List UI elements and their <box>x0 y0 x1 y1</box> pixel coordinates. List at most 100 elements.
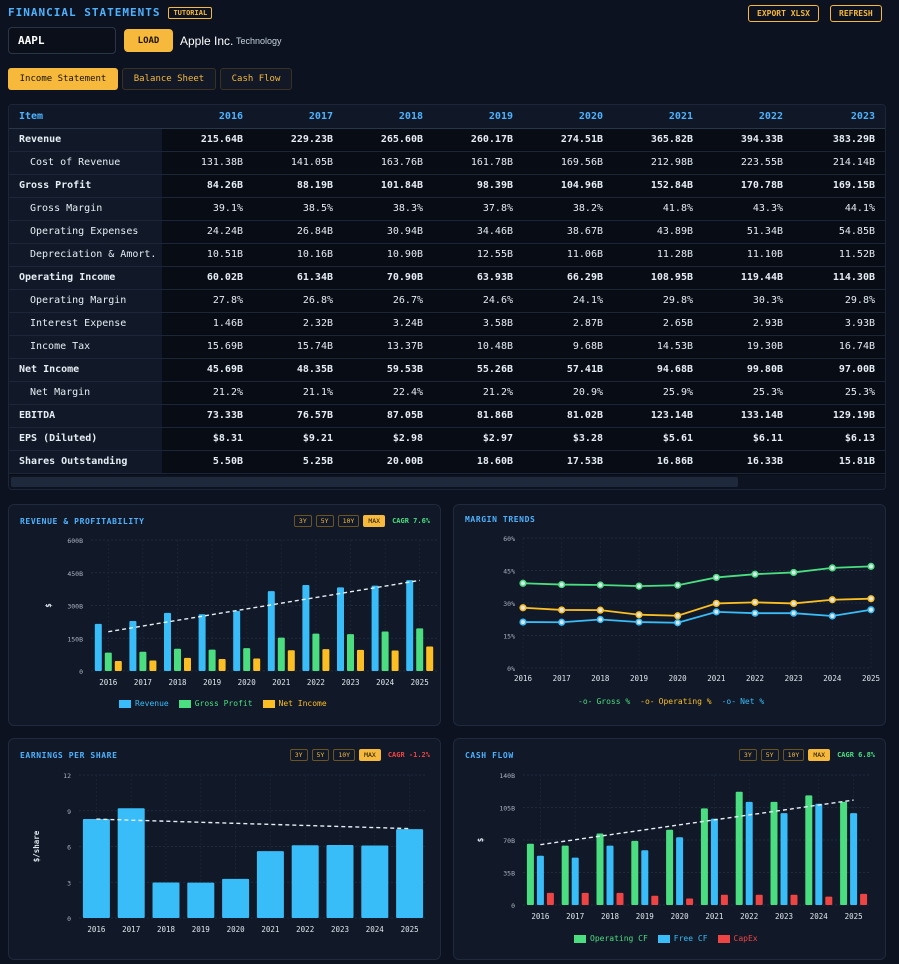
range-5y-button[interactable]: 5Y <box>311 749 330 761</box>
table-cell: 16.74B <box>793 335 885 359</box>
scrollbar-thumb[interactable] <box>11 477 738 487</box>
table-cell: 15.81B <box>793 450 885 474</box>
table-cell: 34.46B <box>433 220 523 244</box>
y-tick-label: 0% <box>507 665 515 673</box>
table-cell: 84.26B <box>162 174 253 198</box>
range-5y-button[interactable]: 5Y <box>315 515 334 527</box>
x-tick-label: 2024 <box>823 674 842 683</box>
x-tick-label: 2016 <box>531 912 550 921</box>
tutorial-button[interactable]: TUTORIAL <box>168 6 213 19</box>
column-header-year[interactable]: 2016 <box>162 105 253 129</box>
column-header-year[interactable]: 2019 <box>433 105 523 129</box>
bar <box>114 660 122 671</box>
table-cell: 25.3% <box>793 381 885 405</box>
page-title: FINANCIAL STATEMENTS <box>8 6 161 19</box>
bar <box>287 650 295 671</box>
legend-net-pct[interactable]: -o- Net % <box>721 697 765 706</box>
table-cell: 94.68B <box>613 358 703 382</box>
x-tick-label: 2022 <box>740 912 758 921</box>
bar <box>129 621 137 671</box>
y-tick-label: 70B <box>503 837 515 845</box>
table-cell: 16.33B <box>703 450 793 474</box>
tab-balance-sheet[interactable]: Balance Sheet <box>122 68 216 90</box>
bar <box>322 649 330 671</box>
legend-operating-cf[interactable]: Operating CF <box>574 934 648 943</box>
table-cell: 97.00B <box>793 358 885 382</box>
bar <box>117 808 145 918</box>
table-cell: 45.69B <box>162 358 253 382</box>
range-5y-button[interactable]: 5Y <box>760 749 779 761</box>
table-cell: 37.8% <box>433 197 523 221</box>
legend-operating-pct[interactable]: -o- Operating % <box>640 697 712 706</box>
range-3y-button[interactable]: 3Y <box>289 749 308 761</box>
tab-income-statement[interactable]: Income Statement <box>8 68 118 90</box>
table-row: Income Tax 15.69B 15.74B 13.37B 10.48B 9.68B 1… <box>9 335 885 359</box>
load-button[interactable]: LOAD <box>124 29 173 52</box>
column-header-year[interactable]: 2018 <box>343 105 433 129</box>
column-header-year[interactable]: 2020 <box>523 105 613 129</box>
table-cell: 24.24B <box>162 220 253 244</box>
legend-gross-profit[interactable]: Gross Profit <box>178 699 253 708</box>
legend-free-cf[interactable]: Free CF <box>657 934 708 943</box>
legend-gross-pct[interactable]: -o- Gross % <box>578 697 631 706</box>
table-cell: $2.98 <box>343 427 433 451</box>
y-axis-label: $/share <box>32 830 41 862</box>
row-label: Gross Margin <box>9 197 162 221</box>
tab-cash-flow[interactable]: Cash Flow <box>220 68 292 90</box>
ticker-input[interactable] <box>8 27 116 54</box>
trend-line <box>96 818 410 830</box>
legend-net-income[interactable]: Net Income <box>262 699 327 708</box>
table-cell: 11.28B <box>613 243 703 267</box>
x-tick-label: 2022 <box>746 674 764 683</box>
column-header-year[interactable]: 2022 <box>703 105 793 129</box>
range-3y-button[interactable]: 3Y <box>293 515 312 527</box>
table-cell: 3.93B <box>793 312 885 336</box>
refresh-button[interactable]: REFRESH <box>830 5 882 22</box>
bar <box>337 587 344 671</box>
column-header-year[interactable]: 2023 <box>793 105 885 129</box>
table-cell: 161.78B <box>433 151 523 175</box>
cagr-label: CAGR -1.2% <box>387 751 430 759</box>
y-tick-label: 60% <box>503 535 515 543</box>
eps-chart: 0 3 6 9 12 2016 2017 2018 2019 2020 2021 2022 2023 20… <box>32 772 427 934</box>
cashflow-chart-title: CASH FLOW <box>465 751 514 760</box>
legend-revenue[interactable]: Revenue <box>119 699 169 708</box>
x-tick-label: 2018 <box>157 925 176 934</box>
data-point <box>751 570 759 578</box>
x-tick-label: 2018 <box>168 678 187 687</box>
column-header-year[interactable]: 2017 <box>253 105 343 129</box>
y-tick-label: 9 <box>67 808 71 816</box>
bar <box>149 660 157 671</box>
bar <box>755 894 763 905</box>
table-cell: 25.9% <box>613 381 703 405</box>
data-point <box>712 599 720 608</box>
bar <box>596 833 604 905</box>
table-row: Net Income 45.69B 48.35B 59.53B 55.26B 57.41B… <box>9 358 885 382</box>
table-cell: 2.65B <box>613 312 703 336</box>
company-name: Apple Inc. <box>180 34 234 48</box>
range-3y-button[interactable]: 3Y <box>738 749 757 761</box>
range-max-button[interactable]: MAX <box>808 749 831 761</box>
legend-capex[interactable]: CapEx <box>717 934 758 943</box>
range-10y-button[interactable]: 10Y <box>782 749 805 761</box>
bar <box>381 631 389 671</box>
horizontal-scrollbar[interactable] <box>9 475 885 489</box>
table-cell: $9.21 <box>253 427 343 451</box>
column-header-item[interactable]: Item <box>9 105 162 129</box>
range-10y-button[interactable]: 10Y <box>337 515 360 527</box>
row-label: EPS (Diluted) <box>9 427 162 451</box>
margin-chart-title: MARGIN TRENDS <box>465 515 536 524</box>
range-10y-button[interactable]: 10Y <box>333 749 356 761</box>
bar <box>291 845 319 918</box>
data-point <box>712 608 720 616</box>
table-row: Cost of Revenue 131.38B 141.05B 163.76B 161.… <box>9 151 885 175</box>
cagr-label: CAGR 7.6% <box>392 517 430 525</box>
export-xlsx-button[interactable]: EXPORT XLSX <box>748 5 819 22</box>
data-point <box>867 562 875 570</box>
range-max-button[interactable]: MAX <box>363 515 386 527</box>
column-header-year[interactable]: 2021 <box>613 105 703 129</box>
range-max-button[interactable]: MAX <box>359 749 381 761</box>
table-cell: 1.46B <box>162 312 253 336</box>
table-cell: 265.60B <box>343 128 433 152</box>
bar <box>546 892 554 905</box>
